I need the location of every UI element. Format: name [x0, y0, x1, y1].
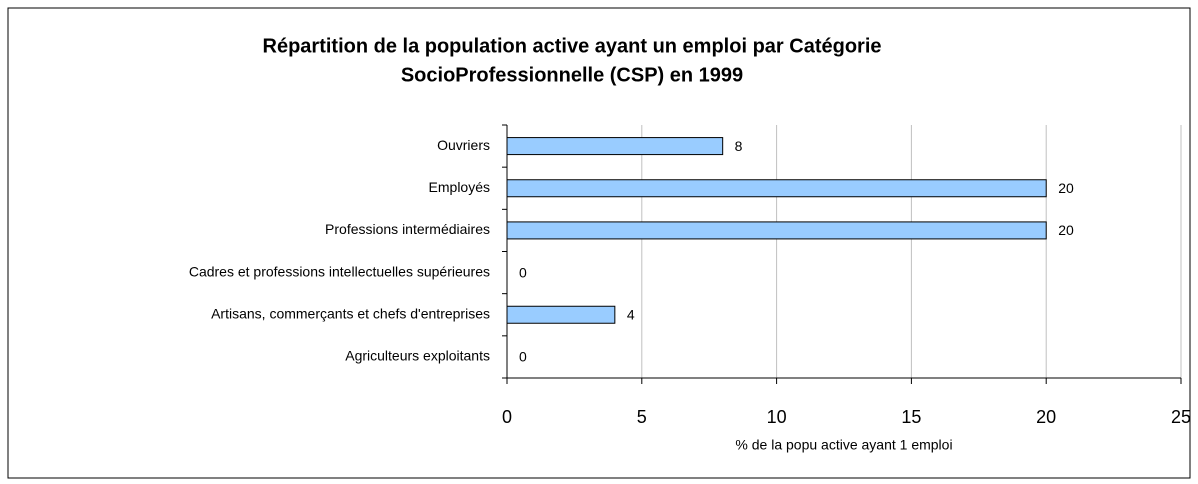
x-tick-label: 25 [1171, 407, 1191, 427]
bar [506, 137, 724, 156]
bar [506, 221, 1047, 240]
x-tick-label: 0 [502, 407, 512, 427]
data-label: 8 [735, 138, 743, 154]
data-label: 20 [1058, 222, 1074, 238]
data-label: 4 [627, 306, 635, 322]
data-label: 20 [1058, 180, 1074, 196]
y-tick-label: Cadres et professions intellectuelles su… [189, 263, 490, 279]
y-tick-label: Professions intermédiaires [325, 221, 490, 237]
y-tick-label: Artisans, commerçants et chefs d'entrepr… [211, 305, 490, 321]
chart-title: SocioProfessionnelle (CSP) en 1999 [401, 64, 743, 86]
x-axis-label: % de la popu active ayant 1 emploi [735, 437, 952, 453]
data-label: 0 [519, 349, 527, 365]
y-tick-label: Ouvriers [437, 137, 490, 153]
chart-title: Répartition de la population active ayan… [263, 35, 882, 57]
x-tick-label: 5 [637, 407, 647, 427]
x-tick-label: 20 [1036, 407, 1056, 427]
y-tick-label: Employés [429, 179, 490, 195]
y-tick-label: Agriculteurs exploitants [345, 348, 490, 364]
bar [506, 305, 616, 324]
data-label: 0 [519, 264, 527, 280]
x-tick-label: 15 [901, 407, 921, 427]
bar [506, 179, 1047, 198]
x-tick-label: 10 [767, 407, 787, 427]
chart-frame [7, 7, 1191, 479]
